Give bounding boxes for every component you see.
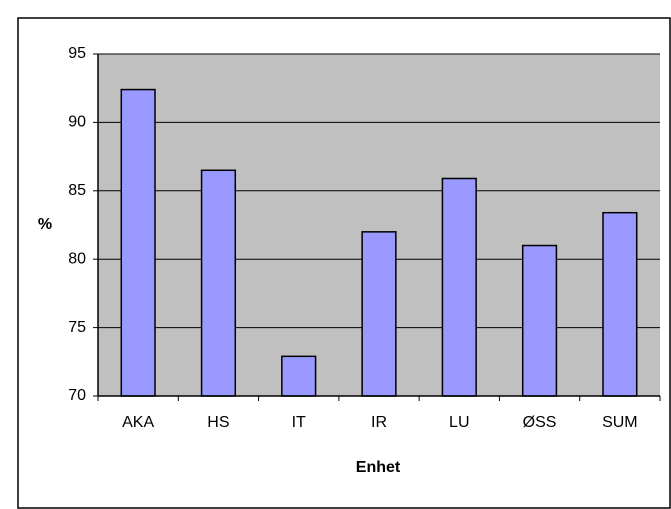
bar bbox=[361, 231, 397, 397]
y-tick-label: 95 bbox=[68, 45, 86, 62]
y-axis-label: % bbox=[38, 216, 52, 233]
y-tick-label: 80 bbox=[68, 250, 86, 267]
bar bbox=[602, 211, 638, 397]
bar bbox=[441, 177, 477, 397]
y-tick-label: 75 bbox=[68, 319, 86, 336]
y-tick-label: 70 bbox=[68, 387, 86, 404]
x-tick-label: SUM bbox=[602, 414, 638, 431]
bar bbox=[200, 169, 237, 397]
x-tick-label: HS bbox=[207, 414, 229, 431]
x-tick-label: AKA bbox=[122, 414, 154, 431]
bar bbox=[281, 355, 317, 397]
bar bbox=[521, 244, 558, 397]
x-tick-label: IR bbox=[371, 414, 387, 431]
x-tick-label: LU bbox=[449, 414, 469, 431]
x-tick-label: IT bbox=[292, 414, 306, 431]
y-tick-label: 90 bbox=[68, 114, 86, 131]
bar bbox=[120, 88, 156, 397]
x-tick-label: ØSS bbox=[523, 414, 557, 431]
y-tick-label: 85 bbox=[68, 182, 86, 199]
x-axis-label: Enhet bbox=[356, 459, 401, 476]
